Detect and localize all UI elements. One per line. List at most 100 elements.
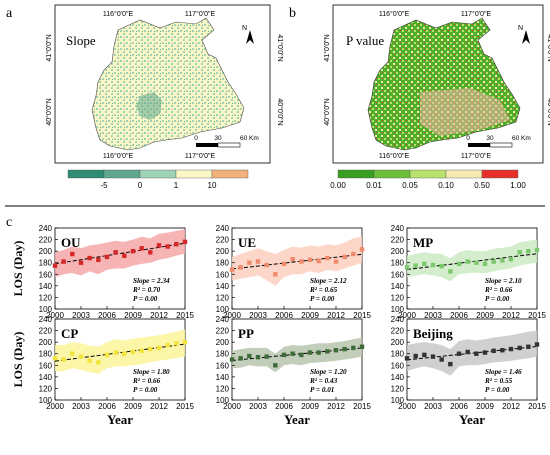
y-tick-label: 200 bbox=[391, 338, 405, 347]
data-point bbox=[229, 267, 235, 272]
data-point bbox=[113, 250, 118, 255]
y-tick-label: 160 bbox=[216, 361, 230, 370]
data-point bbox=[290, 257, 295, 262]
panel-a-lat-label-3: 41°0'0"N bbox=[276, 34, 284, 61]
panel-b-legend-label: 0.50 bbox=[474, 181, 490, 190]
data-point bbox=[52, 356, 58, 361]
panel-b-lat-label-4: 40°0'0"N bbox=[546, 98, 550, 125]
series-name: CP bbox=[61, 326, 78, 341]
chart-ue: 100 120 140 160 180 200 220 240 2000 2003 2006 2009… bbox=[216, 224, 372, 320]
data-point bbox=[281, 261, 287, 267]
data-point bbox=[156, 243, 162, 248]
y-tick-label: 120 bbox=[39, 384, 53, 393]
data-point bbox=[238, 356, 243, 361]
panel-b-lon-label-4: 117°0'0"E bbox=[461, 152, 492, 160]
trend-line bbox=[406, 253, 538, 271]
stats-annotation: R² = 0.55 bbox=[484, 377, 513, 385]
panel-a-lon-label-4: 117°0'0"E bbox=[185, 152, 216, 160]
x-tick-label: 2000 bbox=[46, 402, 64, 411]
data-point bbox=[508, 346, 514, 352]
panel-b-legend-label: 1.00 bbox=[510, 181, 526, 190]
panel-b-legend-swatch bbox=[481, 169, 519, 179]
y-tick-label: 180 bbox=[391, 259, 405, 268]
data-point bbox=[422, 352, 427, 358]
panel-a-legend-label: -5 bbox=[100, 181, 108, 190]
x-tick-label: 2000 bbox=[223, 311, 241, 320]
trend-line bbox=[406, 345, 538, 361]
data-point bbox=[517, 345, 522, 351]
panel-b-legend-label: 0.00 bbox=[330, 181, 346, 190]
y-tick-label: 180 bbox=[39, 259, 53, 268]
data-point bbox=[174, 242, 179, 247]
data-point bbox=[482, 350, 488, 355]
panel-a-scale-label-2: 30 bbox=[214, 135, 222, 142]
data-point bbox=[508, 257, 514, 262]
data-point bbox=[465, 259, 470, 264]
stats-annotation: Slope = 2.10 bbox=[485, 277, 522, 285]
panel-a-scale-bar: 0 30 60 Km bbox=[194, 135, 259, 148]
data-point bbox=[299, 259, 304, 264]
trend-line bbox=[54, 343, 186, 362]
chart-cp: 100 120 140 160 180 200 220 240 2000 2003 2006 2009… bbox=[11, 315, 194, 427]
y-tick-label: 100 bbox=[216, 396, 230, 405]
panel-b-lon-label-1: 116°0'0"E bbox=[379, 10, 410, 18]
panel-c-label: c bbox=[6, 215, 12, 230]
panel-b-scale-label-3: 60 Km bbox=[512, 135, 531, 142]
y-tick-label: 240 bbox=[391, 224, 405, 233]
data-point bbox=[255, 259, 261, 264]
data-point bbox=[165, 342, 170, 348]
data-point bbox=[534, 342, 540, 347]
data-point bbox=[290, 351, 295, 356]
x-tick-label: 2003 bbox=[249, 402, 267, 411]
chart-ou: 100 120 140 160 180 200 220 240 2000 2003 2006 2009… bbox=[11, 224, 194, 320]
stats-annotation: Slope = 1.80 bbox=[133, 368, 170, 376]
data-point bbox=[182, 239, 188, 245]
y-tick-label: 240 bbox=[391, 315, 405, 324]
stats-annotation: R² = 0.43 bbox=[309, 377, 338, 385]
data-point bbox=[474, 260, 479, 265]
y-tick-label: 180 bbox=[391, 350, 405, 359]
data-point bbox=[325, 255, 330, 261]
series-name: MP bbox=[413, 235, 433, 250]
panel-b-legend-swatch bbox=[409, 169, 447, 179]
data-point bbox=[70, 351, 75, 356]
data-point bbox=[96, 257, 101, 263]
data-point bbox=[491, 259, 496, 264]
x-tick-label: 2006 bbox=[450, 402, 468, 411]
panel-b-legend-label: 0.05 bbox=[402, 181, 418, 190]
stats-annotation: P = 0.00 bbox=[485, 386, 510, 394]
x-tick-label: 2000 bbox=[398, 402, 416, 411]
x-tick-label: 2015 bbox=[176, 402, 194, 411]
data-point bbox=[404, 265, 410, 270]
stats-annotation: P = 0.00 bbox=[310, 295, 335, 303]
data-point bbox=[238, 265, 243, 270]
data-point bbox=[273, 363, 278, 368]
data-point bbox=[165, 244, 170, 249]
data-point bbox=[413, 263, 418, 268]
data-point bbox=[500, 348, 505, 353]
data-point bbox=[526, 344, 531, 349]
panel-b-legend-label: 0.01 bbox=[366, 181, 382, 190]
x-axis-title: Year bbox=[107, 412, 133, 427]
data-point bbox=[174, 341, 179, 346]
data-point bbox=[229, 357, 235, 362]
data-point bbox=[351, 345, 356, 351]
data-point bbox=[342, 254, 347, 260]
y-tick-label: 200 bbox=[39, 338, 53, 347]
panel-b-legend: 0.00 0.01 0.05 0.10 0.50 1.00 bbox=[330, 169, 526, 190]
data-point bbox=[113, 350, 118, 355]
panel-a-legend-label: 10 bbox=[208, 181, 217, 190]
stats-annotation: R² = 0.70 bbox=[132, 286, 161, 294]
data-point bbox=[359, 247, 365, 252]
stats-annotation: R² = 0.65 bbox=[309, 286, 338, 294]
panel-b-scale-label-1: 0 bbox=[466, 135, 470, 142]
panel-b-label: b bbox=[289, 6, 296, 21]
panel-a-north-arrow-icon: N bbox=[242, 25, 254, 44]
y-tick-label: 220 bbox=[216, 327, 230, 336]
data-point bbox=[78, 354, 84, 359]
panel-a-urban-core bbox=[136, 92, 162, 120]
data-point bbox=[264, 262, 269, 268]
stats-annotation: R² = 0.66 bbox=[484, 286, 513, 294]
